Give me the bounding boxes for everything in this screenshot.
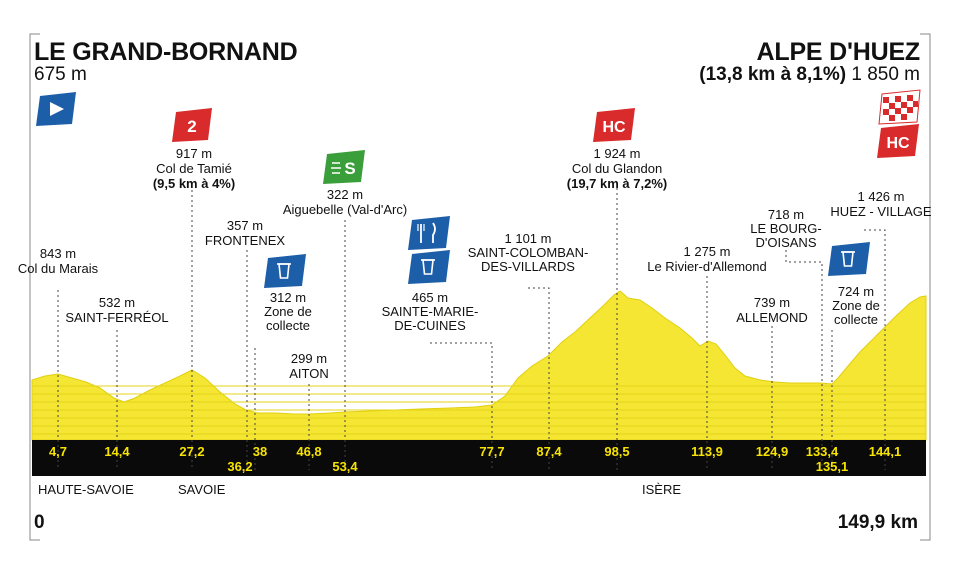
colomban-alt: 1 101 m xyxy=(505,231,552,246)
aiton-alt: 299 m xyxy=(291,351,327,366)
profile-stripes xyxy=(32,385,926,435)
start-altitude: 675 m xyxy=(34,64,87,85)
allemond-alt: 739 m xyxy=(754,295,790,310)
glandon-name: Col du Glandon xyxy=(572,161,662,176)
km-band xyxy=(32,440,926,476)
collecte2-l1: Zone de xyxy=(832,298,880,313)
tamie-climb: (9,5 km à 4%) xyxy=(153,176,235,191)
finish-altitude: 1 850 m xyxy=(851,64,920,85)
km-label: 36,2 xyxy=(227,459,252,474)
cuines-l1: SAINTE-MARIE- xyxy=(382,304,479,319)
region-label: ISÈRE xyxy=(642,482,682,497)
bourg-l2: D'OISANS xyxy=(756,235,817,250)
km-label: 4,7 xyxy=(49,444,67,459)
aiguebelle-name: Aiguebelle (Val-d'Arc) xyxy=(283,202,407,217)
frontenex-alt: 357 m xyxy=(227,218,263,233)
huez-name: HUEZ - VILLAGE xyxy=(830,204,931,219)
sprint-icon: S xyxy=(323,150,365,184)
collecte2-alt: 724 m xyxy=(838,284,874,299)
bourg-alt: 718 m xyxy=(768,207,804,222)
km-label: 133,4 xyxy=(806,444,839,459)
colomban-l1: SAINT-COLOMBAN- xyxy=(468,245,589,260)
svg-text:HC: HC xyxy=(886,135,910,152)
category-2-icon: 2 xyxy=(172,108,212,142)
km-label: 113,9 xyxy=(691,444,723,459)
finish-climb: (13,8 km à 8,1%) xyxy=(699,64,847,85)
marais-alt: 843 m xyxy=(40,246,76,261)
bourg-l1: LE BOURG- xyxy=(750,221,822,236)
colomban-l2: DES-VILLARDS xyxy=(481,259,575,274)
distance-start: 0 xyxy=(34,512,45,533)
cuines-l2: DE-CUINES xyxy=(394,318,466,333)
km-label: 38 xyxy=(253,444,267,459)
aiton-name: AITON xyxy=(289,366,329,381)
km-labels: 4,7 14,4 27,2 36,2 38 46,8 53,4 77,7 87,… xyxy=(49,444,901,474)
aiguebelle-alt: 322 m xyxy=(327,187,363,202)
leader-lines xyxy=(57,188,886,470)
glandon-climb: (19,7 km à 7,2%) xyxy=(567,176,667,191)
collecte1-l1: Zone de xyxy=(264,304,312,319)
svg-text:S: S xyxy=(344,159,355,178)
km-label: 87,4 xyxy=(536,444,562,459)
km-label: 124,9 xyxy=(756,444,789,459)
collecte2-l2: collecte xyxy=(834,312,878,327)
km-label: 14,4 xyxy=(104,444,130,459)
finish-town: ALPE D'HUEZ xyxy=(756,38,921,66)
svg-text:2: 2 xyxy=(187,117,196,136)
km-label: 27,2 xyxy=(179,444,204,459)
allemond-name: ALLEMOND xyxy=(736,310,808,325)
rivier-alt: 1 275 m xyxy=(684,244,731,259)
glandon-alt: 1 924 m xyxy=(594,146,641,161)
tamie-alt: 917 m xyxy=(176,146,212,161)
km-label: 46,8 xyxy=(296,444,321,459)
hc-climb-icon: HC xyxy=(593,108,635,142)
region-label: SAVOIE xyxy=(178,482,226,497)
elevation-profile xyxy=(31,290,927,441)
region-label: HAUTE-SAVOIE xyxy=(38,482,134,497)
waste-zone-icon xyxy=(408,250,450,284)
ferreol-name: SAINT-FERRÉOL xyxy=(65,310,168,325)
finish-info: (13,8 km à 8,1%) 1 850 m xyxy=(699,64,920,86)
cuines-alt: 465 m xyxy=(412,290,448,305)
ferreol-alt: 532 m xyxy=(99,295,135,310)
tamie-name: Col de Tamié xyxy=(156,161,232,176)
marais-name: Col du Marais xyxy=(18,261,99,276)
km-label: 77,7 xyxy=(479,444,504,459)
hc-finish-icon: HC xyxy=(877,124,919,158)
collecte1-alt: 312 m xyxy=(270,290,306,305)
collecte1-l2: collecte xyxy=(266,318,310,333)
km-label: 53,4 xyxy=(332,459,358,474)
svg-text:HC: HC xyxy=(602,119,626,136)
finish-flag-icon xyxy=(878,89,921,125)
start-town: LE GRAND-BORNAND xyxy=(34,38,298,66)
rivier-name: Le Rivier-d'Allemond xyxy=(647,259,767,274)
waste-zone-icon xyxy=(828,242,870,276)
distance-total: 149,9 km xyxy=(837,512,918,533)
frame-brackets xyxy=(29,33,931,541)
km-label: 144,1 xyxy=(869,444,902,459)
start-flag-icon xyxy=(36,92,76,126)
km-label: 98,5 xyxy=(604,444,629,459)
huez-alt: 1 426 m xyxy=(858,189,905,204)
km-label: 135,1 xyxy=(816,459,849,474)
feed-zone-icon xyxy=(408,216,450,250)
point-labels: 843 m Col du Marais 532 m SAINT-FERRÉOL … xyxy=(18,146,932,381)
waste-zone-icon xyxy=(264,254,306,288)
frontenex-name: FRONTENEX xyxy=(205,233,286,248)
